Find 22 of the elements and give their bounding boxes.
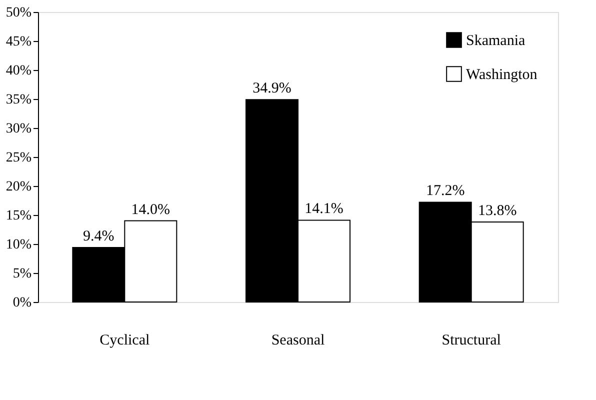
data-label: 34.9% [252,80,292,97]
y-tick-label: 20% [6,180,32,194]
x-tick-label: Seasonal [271,332,325,348]
legend-label: Washington [466,67,538,83]
data-label: 14.1% [304,201,344,218]
y-tick-label: 50% [6,6,32,20]
y-tick-label: 25% [6,150,32,166]
y-tick-label: 10% [6,238,32,252]
data-label: 9.4% [83,228,114,244]
data-label: 14.0% [131,202,170,218]
y-tick-label: 5% [12,266,32,282]
y-tick-label: 40% [6,64,32,78]
y-tick-label: 30% [6,122,32,136]
data-label: 17.2% [426,183,465,200]
y-tick-label: 15% [6,208,32,224]
y-tick-label: 45% [6,34,32,50]
legend-label: Skamania [466,33,526,49]
data-label: 13.8% [478,202,517,219]
x-tick-label: Structural [442,332,501,348]
x-tick-label: Cyclical [100,332,150,348]
y-tick-label: 35% [6,92,32,108]
y-tick-label: 0% [12,296,32,310]
